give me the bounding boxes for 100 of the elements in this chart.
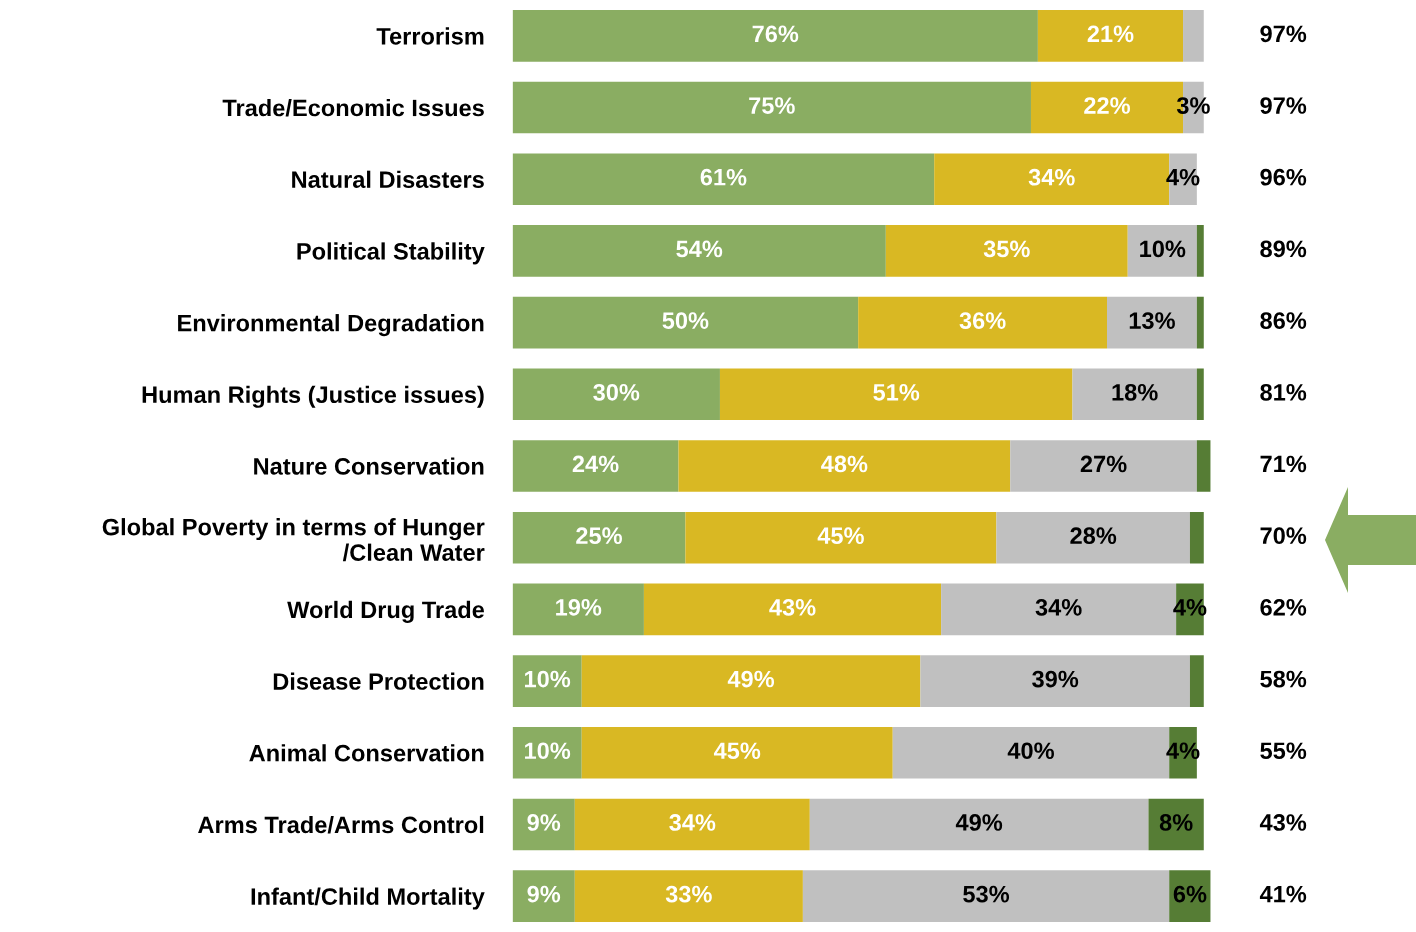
bar [512, 583, 644, 636]
data-label: 45% [713, 742, 761, 760]
bar [512, 798, 575, 851]
bar [581, 726, 893, 779]
bar [1189, 655, 1204, 707]
bar [1107, 296, 1197, 349]
text: 81% [1260, 383, 1307, 401]
bar [685, 511, 997, 564]
bar [1037, 10, 1184, 62]
bar [920, 655, 1190, 707]
bar [1196, 225, 1204, 277]
text: 43% [1259, 814, 1307, 831]
bar [512, 655, 582, 707]
bar [1196, 440, 1211, 492]
bar [512, 225, 886, 277]
bar [1189, 511, 1204, 564]
data-label: 35% [983, 240, 1030, 258]
bar [512, 153, 935, 206]
y-tick-label: Environmental Degradation [178, 314, 484, 337]
data-label: 10% [525, 670, 571, 688]
data-label: 34% [669, 814, 716, 831]
data-label: 40% [1007, 742, 1054, 760]
bar [574, 870, 803, 922]
text: 71% [1260, 455, 1307, 473]
bar [996, 511, 1190, 564]
data-label: 49% [727, 670, 775, 688]
y-tick-label: Nature Conservation [254, 457, 484, 475]
data-label: 6% [1173, 885, 1207, 903]
bar [1072, 368, 1197, 421]
data-label: 19% [556, 599, 602, 616]
text: 89% [1260, 240, 1307, 258]
data-label: 21% [1087, 25, 1134, 43]
text: 96% [1260, 168, 1307, 186]
bar [809, 798, 1149, 851]
data-label: 24% [572, 455, 619, 473]
y-tick-label: Natural Disasters [292, 170, 484, 189]
bar [512, 81, 1031, 134]
y-tick-label: Trade/Economic Issues [222, 98, 484, 117]
data-label: 49% [955, 814, 1003, 831]
data-label: 27% [1080, 455, 1127, 473]
data-label: 33% [665, 885, 712, 903]
text: 86% [1260, 312, 1307, 329]
data-label: 30% [593, 383, 640, 401]
bar [512, 296, 859, 349]
bar [719, 368, 1073, 421]
data-label: 50% [662, 312, 709, 329]
text: 97% [1260, 97, 1307, 114]
bar [512, 10, 1038, 62]
bar [1196, 368, 1204, 421]
data-label: 9% [527, 885, 561, 903]
data-label: 39% [1032, 670, 1079, 688]
bar [1010, 440, 1197, 492]
text: 58% [1260, 670, 1307, 688]
bar [581, 655, 921, 707]
y-tick-label: Human Rights (Justice issues) [142, 385, 484, 408]
data-label: 54% [676, 240, 723, 258]
bar [802, 870, 1170, 922]
y-tick-label: Global Poverty in terms of Hunger /Clean Water [102, 518, 485, 562]
y-tick-label: World Drug Trade [287, 600, 485, 623]
bar [885, 225, 1128, 277]
bar [574, 798, 810, 851]
data-label: 36% [959, 312, 1006, 329]
data-label: 9% [527, 814, 561, 831]
text: 62% [1260, 599, 1307, 616]
data-label: 28% [1070, 527, 1117, 545]
data-label: 25% [576, 527, 622, 545]
data-label: 43% [769, 599, 816, 616]
bar [858, 296, 1107, 349]
data-label: 8% [1159, 814, 1193, 831]
bar [1148, 798, 1204, 851]
text: 55% [1260, 742, 1307, 760]
data-label: 53% [963, 885, 1010, 903]
data-label: 18% [1112, 383, 1158, 401]
y-tick-label: Animal Conservation [249, 744, 484, 762]
bar [512, 511, 686, 564]
data-label: 10% [1140, 240, 1186, 258]
data-label: 61% [700, 168, 747, 186]
y-tick-label: Terrorism [376, 27, 484, 45]
bar [678, 440, 1011, 492]
bar [1183, 10, 1204, 62]
bar [643, 583, 942, 636]
text: 70% [1260, 527, 1307, 545]
data-label: 75% [749, 97, 795, 114]
data-label: 45% [817, 527, 864, 545]
bar [512, 440, 679, 492]
data-label: 13% [1129, 312, 1175, 329]
data-label: 48% [821, 455, 868, 473]
data-label: 22% [1084, 97, 1131, 114]
text: 97% [1260, 25, 1307, 43]
bar [512, 726, 582, 779]
bar [1196, 296, 1204, 349]
y-tick-label: Infant/Child Mortality [251, 887, 485, 910]
data-label: 76% [752, 25, 799, 43]
bar [512, 870, 575, 922]
data-label: 51% [873, 383, 920, 401]
data-label: 10% [525, 742, 571, 760]
y-tick-label: Political Stability [297, 242, 485, 265]
data-label: 34% [1035, 599, 1082, 616]
bar [512, 368, 720, 421]
y-tick-label: Arms Trade/Arms Control [198, 815, 484, 834]
